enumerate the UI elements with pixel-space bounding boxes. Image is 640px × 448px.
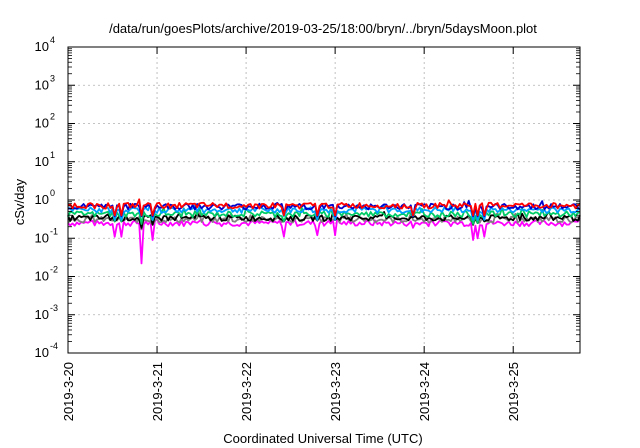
y-tick-label: 10 — [35, 269, 49, 284]
y-tick-exponent: 0 — [50, 188, 55, 198]
series-line — [67, 198, 581, 217]
x-tick-label: 2019-3-23 — [328, 362, 343, 421]
y-tick-label: 10 — [35, 77, 49, 92]
y-tick-exponent: 3 — [50, 73, 55, 83]
y-tick-exponent: -3 — [50, 303, 58, 313]
y-tick-exponent: 2 — [50, 112, 55, 122]
y-tick-exponent: 1 — [50, 150, 55, 160]
x-tick-label: 2019-3-22 — [239, 362, 254, 421]
x-tick-label: 2019-3-25 — [506, 362, 521, 421]
x-tick-label: 2019-3-20 — [61, 362, 76, 421]
series-line — [67, 216, 581, 265]
y-tick-exponent: 4 — [50, 35, 55, 45]
y-tick-label: 10 — [35, 345, 49, 360]
chart-title: /data/run/goesPlots/archive/2019-03-25/1… — [109, 21, 537, 36]
y-tick-exponent: -1 — [50, 226, 58, 236]
series-group — [67, 198, 581, 265]
y-tick-label: 10 — [35, 192, 49, 207]
x-axis-label: Coordinated Universal Time (UTC) — [223, 431, 422, 446]
x-tick-label: 2019-3-21 — [150, 362, 165, 421]
y-tick-exponent: -4 — [50, 341, 58, 351]
x-tick-labels: 2019-3-20 2019-3-21 2019-3-22 2019-3-23 2019… — [61, 362, 521, 421]
y-tick-label: 10 — [35, 230, 49, 245]
x-tick-label: 2019-3-24 — [417, 362, 432, 421]
y-tick-label: 10 — [35, 116, 49, 131]
y-tick-label: 10 — [35, 154, 49, 169]
y-axis-label: cSv/day — [12, 178, 27, 225]
y-tick-label: 10 — [35, 39, 49, 54]
ticks — [67, 46, 580, 354]
y-tick-label: 10 — [35, 307, 49, 322]
y-tick-exponent: -2 — [50, 265, 58, 275]
